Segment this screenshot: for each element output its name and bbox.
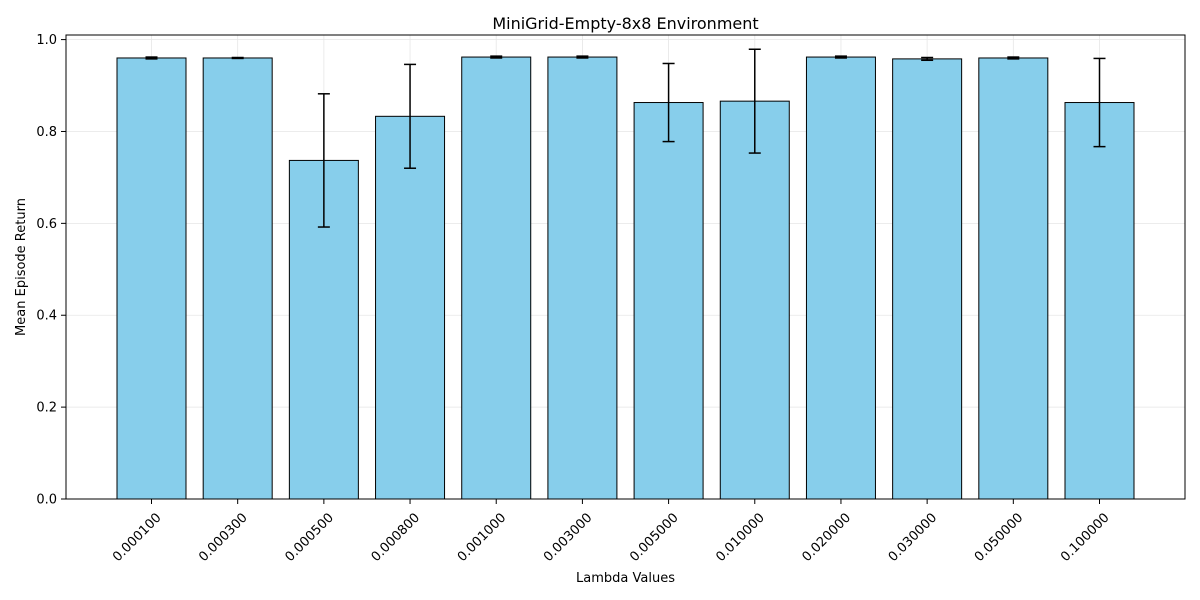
bar xyxy=(719,100,790,500)
chart-title: MiniGrid-Empty-8x8 Environment xyxy=(492,14,758,33)
error-bars xyxy=(145,48,1106,228)
y-tick-label: 0.0 xyxy=(36,493,57,508)
y-tick-label: 0.8 xyxy=(36,125,57,140)
bar xyxy=(1064,102,1135,500)
x-axis-label: Lambda Values xyxy=(576,571,675,586)
y-axis-ticks: 0.0 0.2 0.4 0.6 0.8 1.0 xyxy=(36,33,66,508)
y-tick-label: 0.6 xyxy=(36,217,57,232)
y-tick-label: 0.2 xyxy=(36,401,57,416)
y-tick-label: 0.4 xyxy=(36,309,57,324)
y-tick-label: 1.0 xyxy=(36,33,57,48)
bar xyxy=(547,56,618,500)
bar xyxy=(805,56,876,500)
plot-frame xyxy=(65,34,1186,500)
bar xyxy=(461,56,532,500)
y-axis-label: Mean Episode Return xyxy=(14,198,29,336)
bar xyxy=(375,115,446,500)
bar xyxy=(892,58,963,500)
bar xyxy=(116,57,187,500)
bar xyxy=(633,102,704,500)
bar xyxy=(978,57,1049,500)
bar xyxy=(202,57,273,500)
bars xyxy=(116,56,1135,500)
